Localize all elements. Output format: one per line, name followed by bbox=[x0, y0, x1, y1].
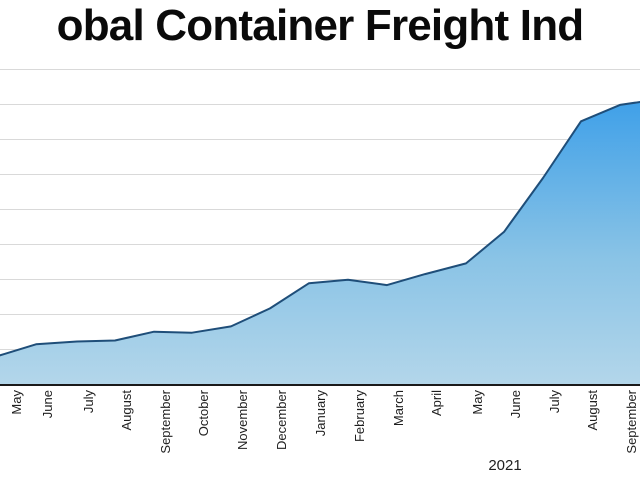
gridline bbox=[0, 279, 640, 280]
gridline bbox=[0, 69, 640, 70]
gridline bbox=[0, 174, 640, 175]
x-tick-label-11: April bbox=[429, 390, 444, 417]
area-series bbox=[0, 100, 640, 384]
x-tick-label-10: March bbox=[391, 390, 406, 427]
x-axis-tick-labels: May June July August September October Novembe… bbox=[0, 384, 640, 480]
x-tick-label-8: January bbox=[313, 390, 328, 437]
x-axis-line bbox=[0, 384, 640, 386]
gridline bbox=[0, 244, 640, 245]
x-tick-label-16: September bbox=[624, 390, 639, 454]
chart-title: obal Container Freight Ind bbox=[56, 1, 585, 50]
x-tick-label-1: June bbox=[40, 390, 55, 419]
x-tick-label-0: May bbox=[9, 390, 24, 415]
x-tick-label-3: August bbox=[119, 390, 134, 431]
x-tick-label-5: October bbox=[196, 390, 211, 437]
x-tick-label-7: December bbox=[274, 390, 289, 450]
gridline bbox=[0, 209, 640, 210]
x-tick-label-12: May bbox=[470, 390, 485, 415]
gridline bbox=[0, 104, 640, 105]
x-axis-group-label-2021: 2021 bbox=[488, 457, 522, 474]
x-tick-label-9: February bbox=[352, 390, 367, 443]
x-tick-label-15: August bbox=[585, 390, 600, 431]
series-line bbox=[0, 100, 640, 357]
x-tick-label-13: June bbox=[508, 390, 523, 419]
x-tick-label-2: July bbox=[81, 390, 96, 414]
area-fill bbox=[0, 101, 640, 384]
gridline bbox=[0, 139, 640, 140]
x-tick-label-6: November bbox=[235, 390, 250, 450]
x-tick-label-4: September bbox=[158, 390, 173, 454]
x-tick-label-14: July bbox=[547, 390, 562, 414]
plot-area bbox=[0, 69, 640, 384]
